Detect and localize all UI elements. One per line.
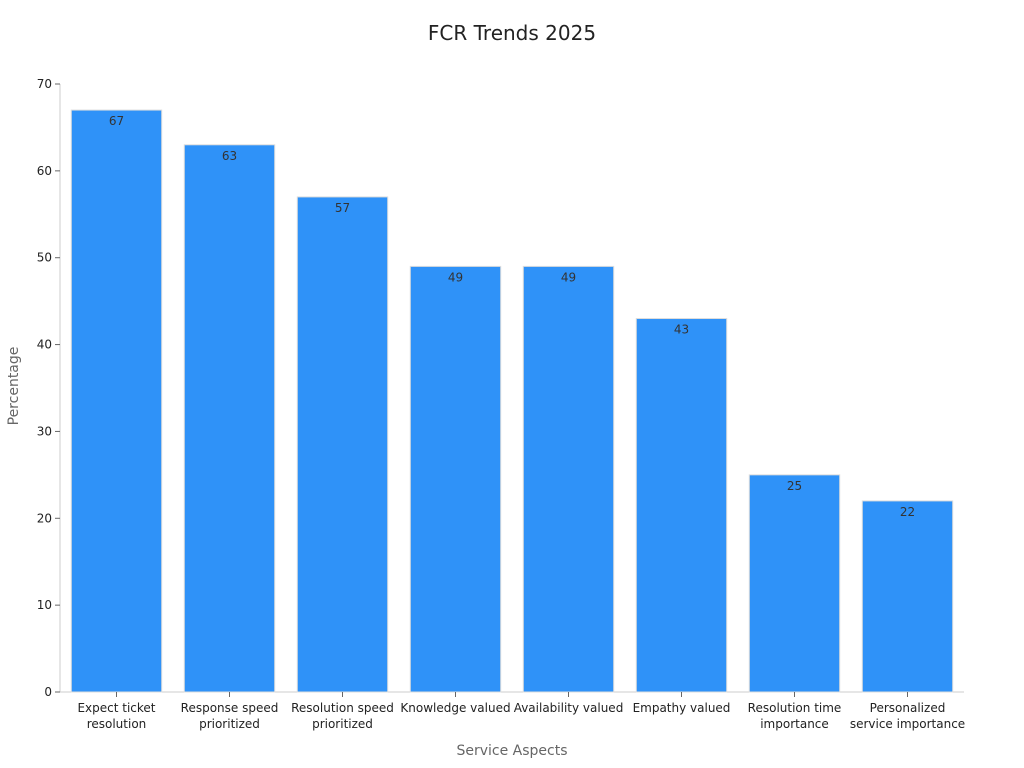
x-axis-title: Service Aspects — [456, 743, 567, 759]
y-tick-label: 20 — [37, 511, 52, 525]
y-axis-title: Percentage — [6, 347, 22, 426]
y-axis-ticks: 0 10 20 30 40 50 60 70 — [37, 77, 60, 699]
x-tick-label: Resolution speed prioritized — [291, 701, 394, 731]
bar — [861, 500, 954, 693]
bar-value-label: 57 — [335, 201, 350, 215]
x-tick-label: Empathy valued — [633, 701, 731, 715]
bars-group: 67 63 57 49 49 43 25 22 — [70, 109, 954, 693]
bar-value-label: 43 — [674, 323, 689, 337]
bar — [296, 196, 389, 693]
y-tick-label: 60 — [37, 164, 52, 178]
y-tick-label: 70 — [37, 77, 52, 91]
bar — [70, 109, 163, 693]
bar-value-label: 49 — [561, 270, 576, 284]
bar-value-label: 63 — [222, 149, 237, 163]
x-tick-label: Knowledge valued — [400, 701, 510, 715]
y-tick-label: 50 — [37, 251, 52, 265]
bar — [183, 144, 276, 693]
x-tick-label: Expect ticket resolution — [77, 701, 155, 731]
bar-value-label: 25 — [787, 479, 802, 493]
bar-value-label: 22 — [900, 505, 915, 519]
bar-value-label: 49 — [448, 270, 463, 284]
x-tick-label: Resolution time importance — [748, 701, 842, 731]
y-tick-label: 10 — [37, 598, 52, 612]
chart-title: FCR Trends 2025 — [428, 21, 596, 45]
x-tick-label: Response speed prioritized — [181, 701, 279, 731]
bar — [748, 474, 841, 693]
x-axis-labels: Expect ticket resolution Response speed pri… — [77, 692, 965, 731]
y-tick-label: 40 — [37, 338, 52, 352]
bar — [409, 265, 502, 693]
bar — [635, 318, 728, 693]
y-tick-label: 0 — [44, 685, 52, 699]
bar-value-label: 67 — [109, 114, 124, 128]
bar — [522, 265, 615, 693]
y-tick-label: 30 — [37, 424, 52, 438]
x-tick-label: Personalized service importance — [850, 701, 965, 731]
x-tick-label: Availability valued — [514, 701, 624, 715]
